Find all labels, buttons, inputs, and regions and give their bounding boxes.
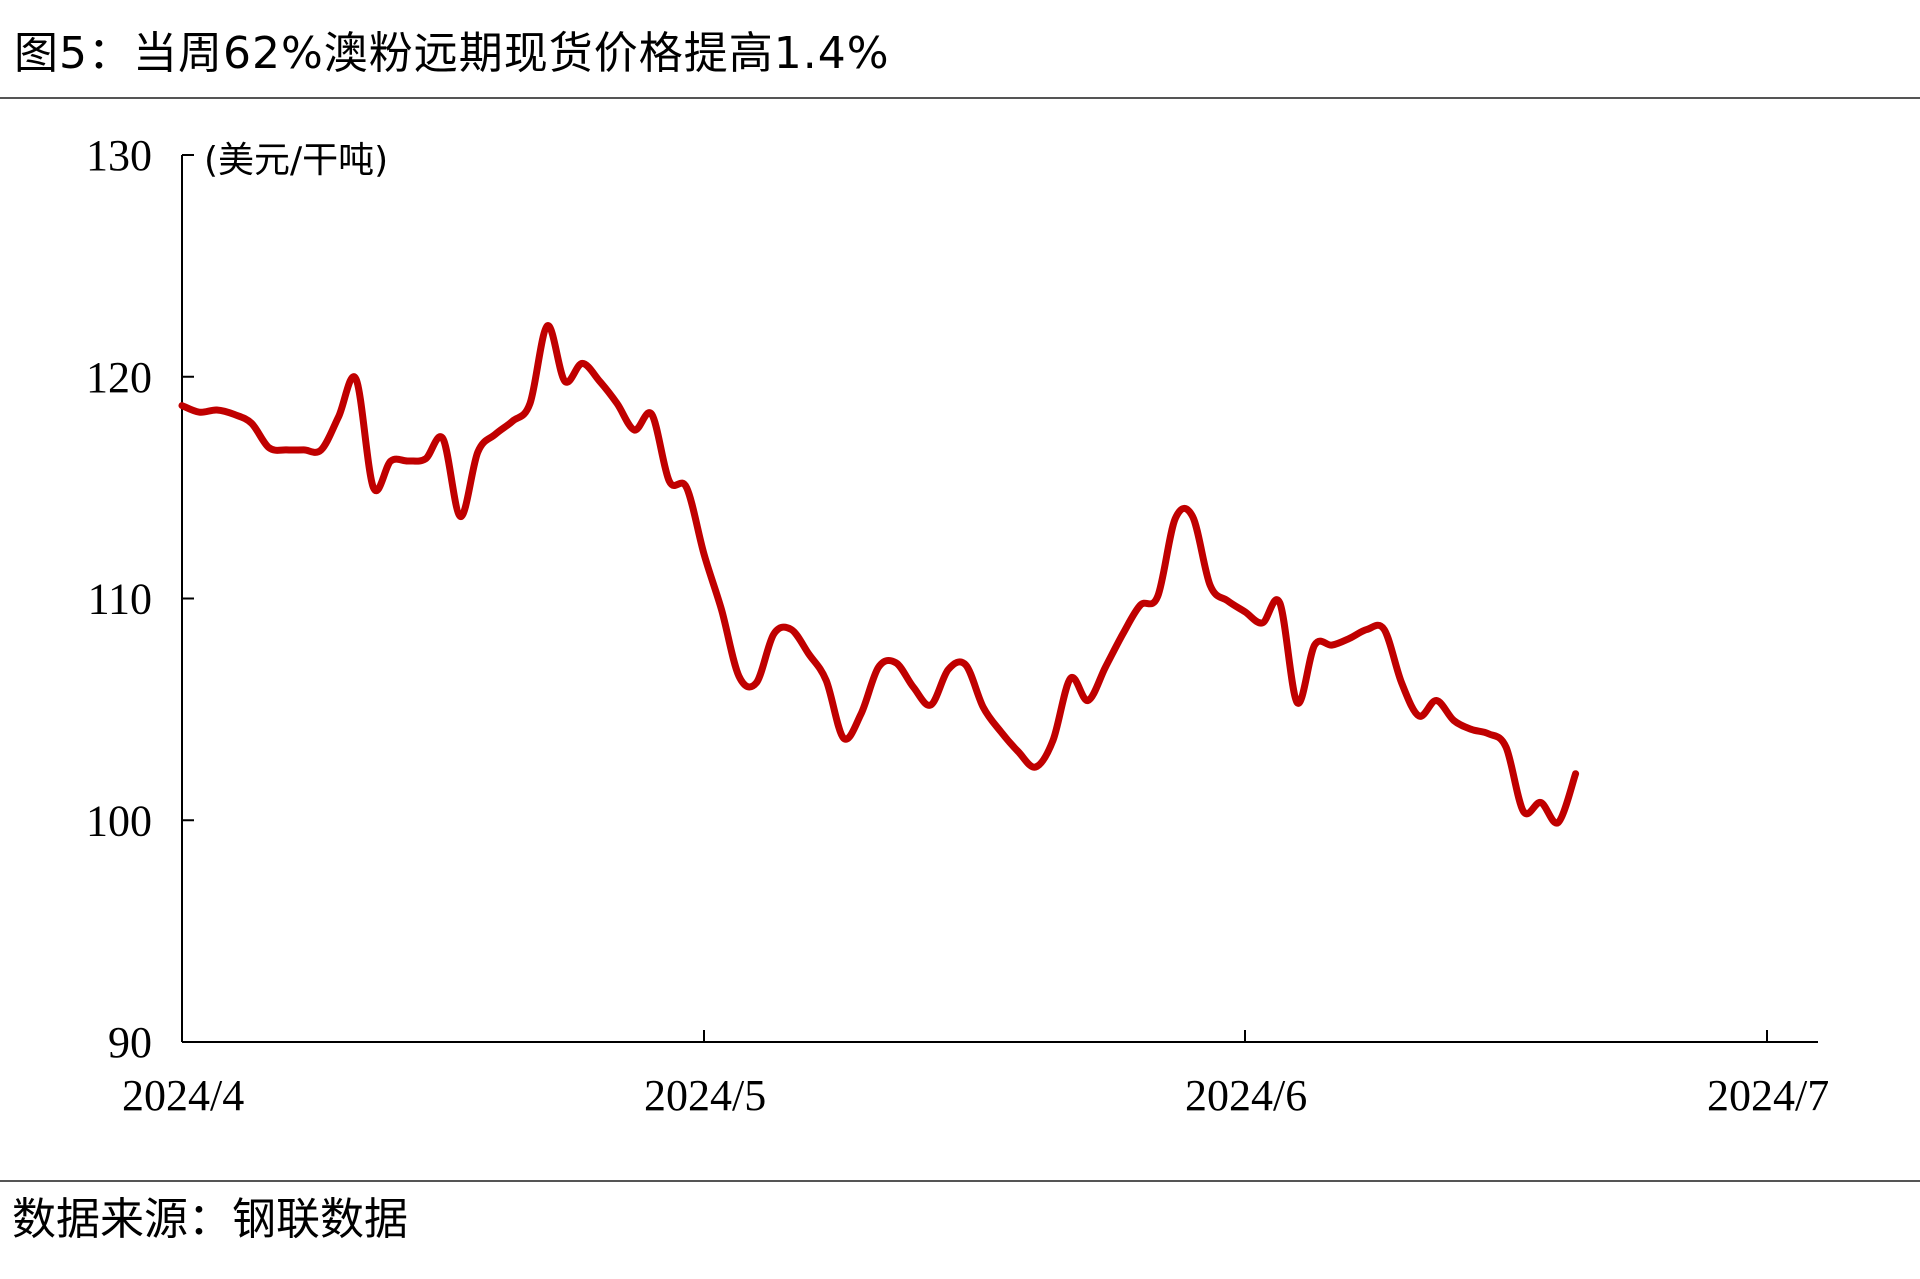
data-source: 数据来源：钢联数据	[12, 1194, 408, 1245]
bottom-divider	[0, 1180, 1920, 1182]
x-tick-label: 2024/6	[1185, 1071, 1307, 1120]
y-tick-label: 130	[86, 131, 152, 180]
y-axis-unit-label: (美元/干吨)	[204, 140, 388, 181]
series-group	[178, 322, 1580, 827]
y-tick-label: 110	[88, 575, 152, 624]
price-series-line	[178, 322, 1580, 827]
y-tick-label: 100	[86, 796, 152, 845]
x-tick-label: 2024/7	[1707, 1071, 1829, 1120]
y-tick-label: 120	[86, 353, 152, 402]
top-divider	[0, 97, 1920, 99]
y-tick-label: 90	[108, 1018, 152, 1067]
chart-title: 图5：当周62%澳粉远期现货价格提高1.4%	[14, 28, 890, 79]
y-axis-ticks: 90 100 110 120 130	[86, 131, 194, 1067]
x-tick-label: 2024/5	[644, 1071, 766, 1120]
x-axis-ticks: 2024/4 2024/5 2024/6 2024/7	[122, 1030, 1829, 1120]
x-tick-label: 2024/4	[122, 1071, 244, 1120]
chart-axes	[181, 155, 1818, 1043]
